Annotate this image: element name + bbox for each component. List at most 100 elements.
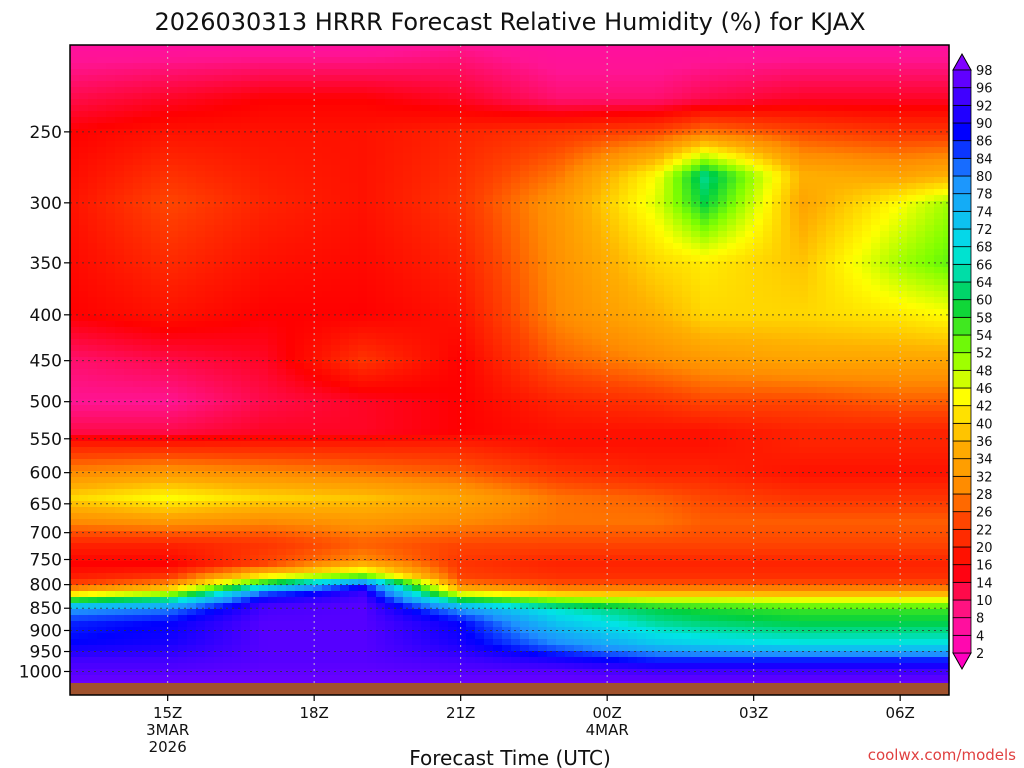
rh-cell [358, 339, 368, 346]
rh-cell [475, 555, 485, 562]
rh-cell [241, 453, 251, 460]
rh-cell [286, 621, 296, 628]
rh-cell [430, 633, 440, 640]
rh-cell [196, 495, 206, 502]
rh-cell [214, 531, 224, 538]
rh-cell [196, 237, 206, 244]
rh-cell [358, 309, 368, 316]
rh-cell [304, 87, 314, 94]
rh-cell [295, 411, 305, 418]
rh-cell [367, 189, 377, 196]
rh-cell [115, 75, 125, 82]
rh-cell [340, 111, 350, 118]
rh-cell [475, 531, 485, 538]
rh-cell [466, 255, 476, 262]
rh-cell [160, 303, 170, 310]
rh-cell [196, 159, 206, 166]
rh-cell [133, 585, 143, 592]
rh-cell [88, 663, 98, 670]
rh-cell [322, 381, 332, 388]
rh-cell [223, 645, 233, 652]
rh-cell [322, 639, 332, 646]
rh-cell [124, 435, 134, 442]
rh-cell [385, 279, 395, 286]
rh-cell [430, 309, 440, 316]
rh-cell [286, 171, 296, 178]
rh-cell [385, 105, 395, 112]
rh-cell [412, 81, 422, 88]
rh-cell [169, 573, 179, 580]
rh-cell [439, 93, 449, 100]
rh-cell [466, 603, 476, 610]
rh-cell [214, 333, 224, 340]
rh-cell [97, 345, 107, 352]
rh-cell [448, 627, 458, 634]
rh-cell [385, 369, 395, 376]
rh-cell [97, 423, 107, 430]
rh-cell [286, 189, 296, 196]
rh-cell [421, 585, 431, 592]
rh-cell [214, 399, 224, 406]
rh-cell [88, 597, 98, 604]
rh-cell [268, 483, 278, 490]
rh-cell [376, 267, 386, 274]
rh-cell [358, 183, 368, 190]
rh-cell [367, 339, 377, 346]
rh-cell [286, 279, 296, 286]
rh-cell [79, 153, 89, 160]
rh-cell [259, 219, 269, 226]
rh-cell [403, 81, 413, 88]
rh-cell [97, 147, 107, 154]
rh-cell [439, 63, 449, 70]
rh-cell [466, 531, 476, 538]
rh-cell [439, 315, 449, 322]
rh-cell [88, 171, 98, 178]
rh-cell [484, 465, 494, 472]
rh-cell [142, 513, 152, 520]
rh-cell [484, 315, 494, 322]
rh-cell [304, 363, 314, 370]
rh-cell [331, 579, 341, 586]
rh-cell [169, 471, 179, 478]
rh-cell [484, 453, 494, 460]
rh-cell [475, 561, 485, 568]
rh-cell [448, 669, 458, 676]
rh-cell [232, 177, 242, 184]
rh-cell [412, 117, 422, 124]
rh-cell [205, 165, 215, 172]
rh-cell [367, 333, 377, 340]
rh-cell [187, 663, 197, 670]
rh-cell [322, 561, 332, 568]
rh-cell [304, 105, 314, 112]
rh-cell [475, 231, 485, 238]
rh-cell [331, 285, 341, 292]
rh-cell [142, 195, 152, 202]
rh-cell [169, 459, 179, 466]
rh-cell [367, 495, 377, 502]
rh-cell [430, 429, 440, 436]
rh-cell [187, 363, 197, 370]
rh-cell [421, 615, 431, 622]
rh-cell [106, 87, 116, 94]
rh-cell [277, 429, 287, 436]
rh-cell [79, 297, 89, 304]
rh-cell [79, 273, 89, 280]
rh-cell [421, 135, 431, 142]
rh-cell [214, 615, 224, 622]
rh-cell [241, 537, 251, 544]
rh-cell [367, 351, 377, 358]
rh-cell [142, 495, 152, 502]
rh-cell [430, 447, 440, 454]
rh-cell [466, 441, 476, 448]
rh-cell [196, 297, 206, 304]
rh-cell [475, 219, 485, 226]
rh-cell [394, 153, 404, 160]
rh-cell [268, 261, 278, 268]
rh-cell [412, 633, 422, 640]
rh-cell [385, 117, 395, 124]
rh-cell [142, 549, 152, 556]
rh-cell [115, 237, 125, 244]
rh-cell [187, 519, 197, 526]
rh-cell [214, 297, 224, 304]
rh-cell [466, 261, 476, 268]
